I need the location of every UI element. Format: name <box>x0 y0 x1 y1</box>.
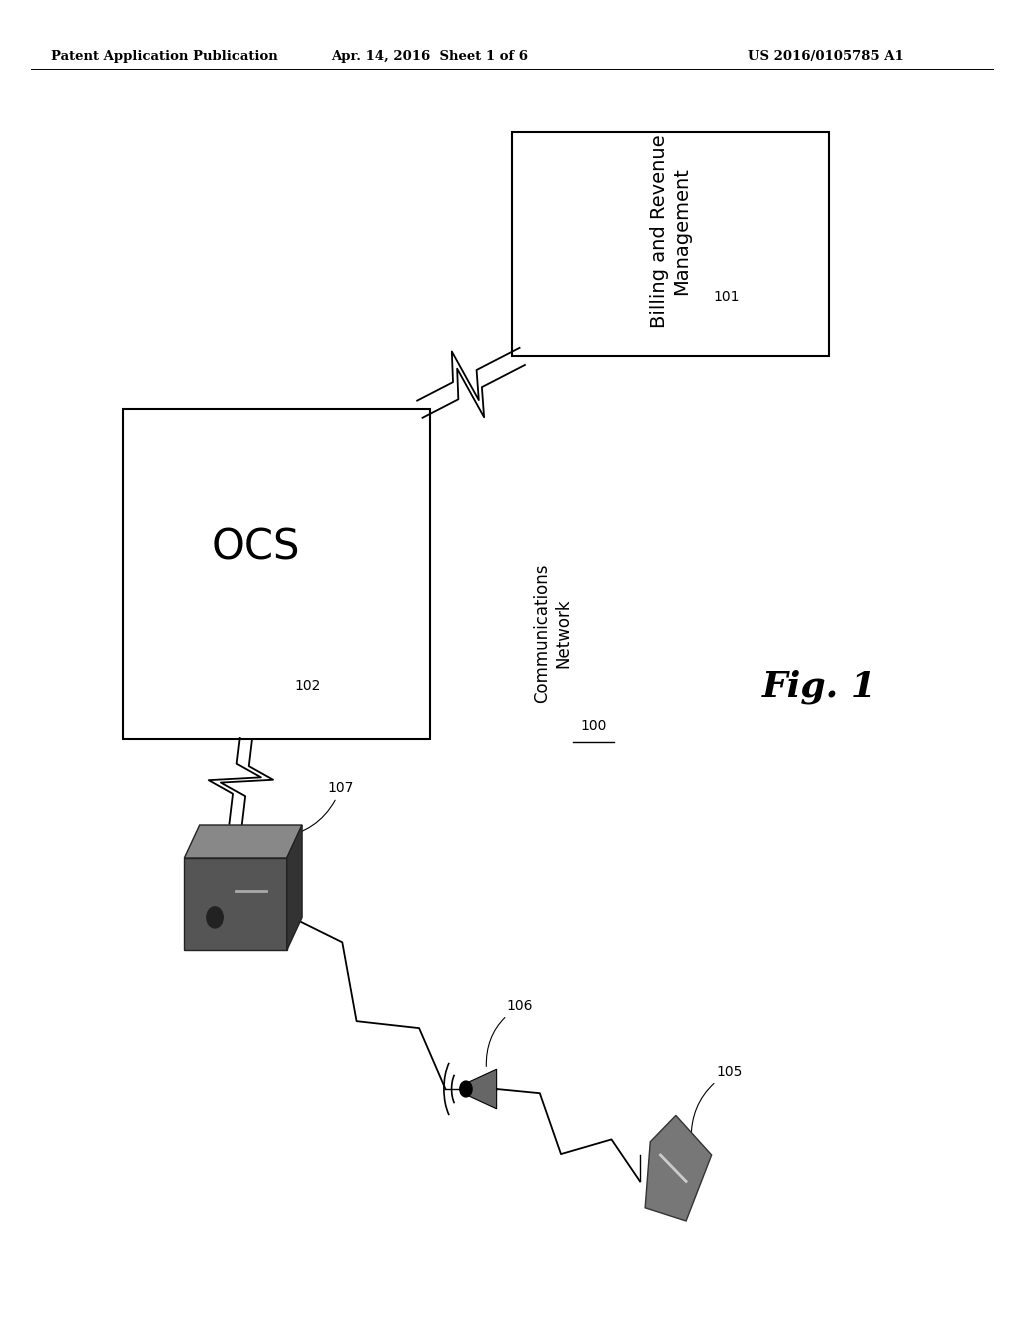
Text: OCS: OCS <box>212 527 300 569</box>
Polygon shape <box>287 825 302 950</box>
Bar <box>512 132 829 356</box>
Text: Apr. 14, 2016  Sheet 1 of 6: Apr. 14, 2016 Sheet 1 of 6 <box>332 50 528 63</box>
Text: 107: 107 <box>280 781 354 838</box>
Polygon shape <box>184 825 302 858</box>
Text: US 2016/0105785 A1: US 2016/0105785 A1 <box>748 50 903 63</box>
Text: Fig. 1: Fig. 1 <box>762 669 877 704</box>
Text: Billing and Revenue
Management: Billing and Revenue Management <box>650 135 691 327</box>
Text: 106: 106 <box>486 999 534 1067</box>
Polygon shape <box>468 1069 497 1109</box>
Text: 100: 100 <box>581 719 607 733</box>
Polygon shape <box>184 858 287 950</box>
Circle shape <box>207 907 223 928</box>
Text: 105: 105 <box>691 1065 743 1139</box>
Text: Patent Application Publication: Patent Application Publication <box>51 50 278 63</box>
Polygon shape <box>645 1115 712 1221</box>
Text: 102: 102 <box>294 680 321 693</box>
Text: 101: 101 <box>714 290 740 304</box>
Text: Communications
Network: Communications Network <box>534 564 572 704</box>
Circle shape <box>460 1081 472 1097</box>
Bar <box>123 409 430 739</box>
